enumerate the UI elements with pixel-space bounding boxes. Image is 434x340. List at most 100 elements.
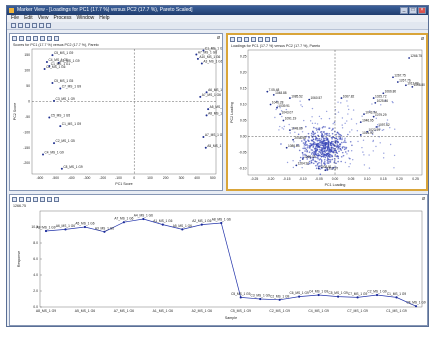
loading-point <box>324 161 326 163</box>
y-tick-label: -150 <box>23 146 30 150</box>
loading-point <box>329 141 331 144</box>
maximize-button[interactable]: □ <box>409 7 417 14</box>
x-axis-label: Sample <box>225 316 237 320</box>
scores-toolbar <box>12 36 59 41</box>
copy-icon[interactable] <box>258 37 263 42</box>
x-tick-label: 300 <box>179 176 185 180</box>
response-point-label: A5_MS_1 G6 <box>173 224 192 228</box>
loading-point <box>316 149 319 151</box>
loading-point <box>323 162 325 164</box>
score-point-label: C4_MS_1 G9 <box>48 58 68 62</box>
menu-window[interactable]: Window <box>76 15 95 21</box>
open-icon[interactable] <box>11 23 16 28</box>
loading-point <box>302 154 304 156</box>
x-tick-label: A5_MS_1 G6 <box>75 309 95 313</box>
loading-labeled-point <box>324 169 327 172</box>
y-tick-label: 50 <box>26 84 30 88</box>
minimize-button[interactable]: _ <box>400 7 408 14</box>
copy-icon[interactable] <box>40 197 45 202</box>
loading-point <box>312 159 314 161</box>
x-tick-label: 0.10 <box>364 177 371 181</box>
loading-point <box>325 143 327 146</box>
loading-point <box>344 151 347 153</box>
score-point <box>48 64 51 67</box>
loading-point <box>329 134 331 137</box>
loading-labeled-point <box>288 97 291 99</box>
loading-point <box>376 124 379 126</box>
loading-point <box>315 160 318 163</box>
loading-point <box>311 116 313 118</box>
x-tick-label: C1_MS_1 G9 <box>386 309 407 313</box>
pan-icon[interactable] <box>33 36 38 41</box>
response-point <box>200 223 203 226</box>
pane-close-icon[interactable]: ø <box>420 36 424 42</box>
select-icon[interactable] <box>12 36 17 41</box>
loading-point <box>325 136 328 139</box>
save-icon[interactable] <box>18 23 23 28</box>
loading-point <box>311 149 314 151</box>
fit-icon[interactable] <box>272 37 277 42</box>
response-point-label: C8_MS_1 G9 <box>406 301 426 305</box>
close-button[interactable]: × <box>418 7 426 14</box>
loading-point <box>320 162 323 164</box>
zoom-out-icon[interactable] <box>26 197 31 202</box>
select-icon[interactable] <box>12 197 17 202</box>
score-point <box>53 99 56 102</box>
fit-icon[interactable] <box>54 36 59 41</box>
menu-file[interactable]: File <box>11 15 20 21</box>
plot-frame <box>31 48 217 175</box>
loading-point <box>308 145 311 147</box>
refresh-icon[interactable] <box>32 23 37 28</box>
response-point-label: C5_MS_1 G9 <box>328 291 348 295</box>
print-icon[interactable] <box>25 23 30 28</box>
loading-point <box>319 165 321 168</box>
grid-icon[interactable] <box>265 37 270 42</box>
zoom-in-icon[interactable] <box>237 37 242 42</box>
scores-plot[interactable]: -600 -500 -400 -300 -200 -100 0 100 200 300 400 500… <box>10 34 223 191</box>
loading-point <box>316 145 319 147</box>
fit-icon[interactable] <box>54 197 59 202</box>
loading-point <box>329 148 332 151</box>
zoom-in-icon[interactable] <box>19 36 24 41</box>
loading-point <box>326 153 329 156</box>
score-point <box>199 95 202 98</box>
chart-icon[interactable] <box>46 23 51 28</box>
pan-icon[interactable] <box>33 197 38 202</box>
x-tick-label: A2_MS_1 G6 <box>192 309 212 313</box>
pane-close-icon[interactable]: ø <box>421 196 425 202</box>
select-icon[interactable] <box>230 37 235 42</box>
score-point-label: A7_MS_1 G6 <box>202 93 221 97</box>
loading-point <box>322 141 325 144</box>
loading-point-label: 1003.91 <box>320 165 332 169</box>
loading-point <box>361 146 363 149</box>
copy-icon[interactable] <box>40 36 45 41</box>
table-icon[interactable] <box>39 23 44 28</box>
loading-point <box>276 100 278 102</box>
menu-help[interactable]: Help <box>99 15 110 21</box>
loading-point <box>347 113 349 115</box>
menu-edit[interactable]: Edit <box>24 15 33 21</box>
zoom-in-icon[interactable] <box>19 197 24 202</box>
grid-icon[interactable] <box>47 197 52 202</box>
pane-close-icon[interactable]: ø <box>216 35 220 41</box>
profile-plot[interactable]: 0.02.04.06.08.010.0A8_MS_1 G9 A6_MS_1 G6A… <box>10 195 428 326</box>
loading-point <box>320 158 323 161</box>
zoom-out-icon[interactable] <box>244 37 249 42</box>
menu-process[interactable]: Process <box>53 15 72 21</box>
zoom-out-icon[interactable] <box>26 36 31 41</box>
score-point <box>205 114 208 117</box>
score-point-label: A5_MS_1 G6 <box>210 105 223 109</box>
loading-point <box>326 162 329 164</box>
loading-point <box>326 167 328 170</box>
grid-icon[interactable] <box>47 36 52 41</box>
response-point <box>375 293 379 297</box>
loading-point-label: 1014.92 <box>362 131 374 135</box>
loading-labeled-point <box>411 85 414 88</box>
loading-point <box>324 133 326 135</box>
menu-view[interactable]: View <box>37 15 49 21</box>
loading-point <box>362 151 364 153</box>
pan-icon[interactable] <box>251 37 256 42</box>
loading-point <box>339 148 342 151</box>
score-point <box>57 61 60 64</box>
